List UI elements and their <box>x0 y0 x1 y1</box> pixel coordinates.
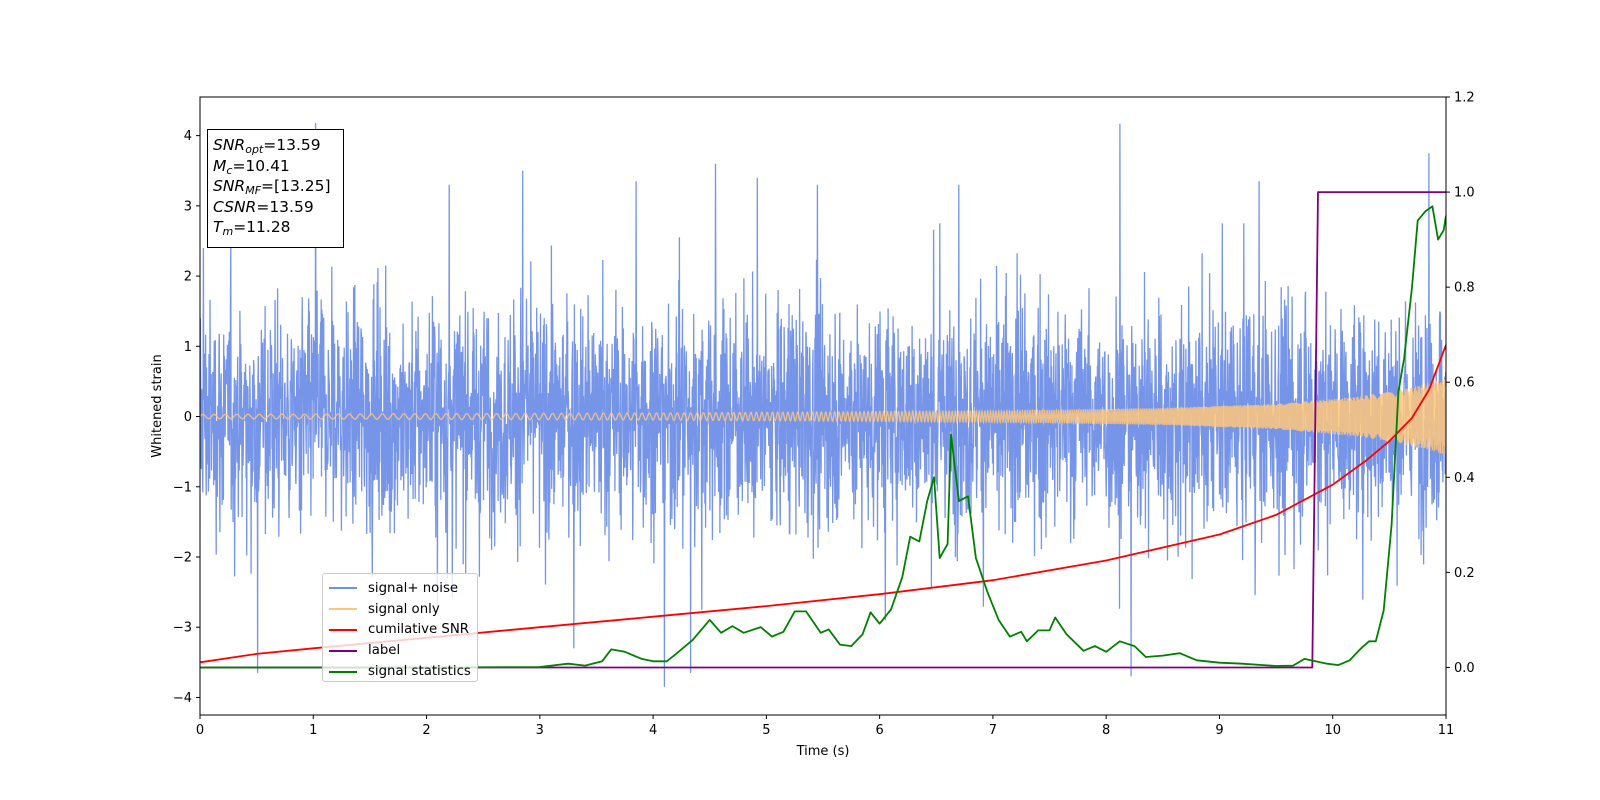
tm-base: T <box>213 218 223 236</box>
legend: signal+ noise signal only cumilative SNR… <box>322 573 478 682</box>
snr-mf-sub: MF <box>245 184 262 197</box>
tm-line: Tm=11.28 <box>213 217 343 238</box>
y-right-tick-label: 0.6 <box>1454 376 1475 391</box>
tm-sub: m <box>222 225 234 238</box>
legend-swatch <box>329 587 357 590</box>
y-left-tick-label: −2 <box>173 550 192 565</box>
x-tick-label: 8 <box>1102 723 1110 738</box>
series-signal-statistics <box>200 205 1446 669</box>
snr-mf-line: SNRMF=[13.25] <box>213 176 343 197</box>
y-axis-left-label: Whitened strain <box>150 354 165 457</box>
series-signal-only <box>200 379 1446 455</box>
y-left-tick-label: 1 <box>184 340 192 355</box>
plot-frame <box>199 96 1447 716</box>
x-tick-label: 11 <box>1438 723 1455 738</box>
mc-sub: c <box>226 163 233 177</box>
csnr-base: CSNR <box>213 197 257 216</box>
y-right-tick-label: 1.2 <box>1454 91 1475 106</box>
series-label <box>200 191 1446 669</box>
csnr-value: =13.59 <box>256 197 314 216</box>
legend-label: label <box>368 643 401 659</box>
y-right-tick-label: 0.8 <box>1454 281 1475 296</box>
snr-mf-base: SNR <box>213 177 246 195</box>
legend-item: label <box>329 640 477 661</box>
y-left-tick-label: 3 <box>184 199 192 214</box>
mc-value: =10.41 <box>232 156 290 175</box>
csnr-line: CSNR=13.59 <box>213 197 343 218</box>
legend-item: cumilative SNR <box>329 620 477 641</box>
legend-swatch <box>329 670 357 673</box>
y-left-tick-label: −1 <box>173 480 192 495</box>
x-tick-label: 0 <box>196 723 204 738</box>
tm-value: =11.28 <box>233 218 291 236</box>
x-tick-label: 2 <box>422 723 430 738</box>
x-tick-label: 7 <box>989 723 997 738</box>
x-tick-label: 1 <box>309 723 317 738</box>
x-axis-label: Time (s) <box>796 744 850 759</box>
y-right-tick-label: 0.2 <box>1454 566 1475 581</box>
snr-opt-sub: opt <box>245 143 264 156</box>
y-left-tick-label: 4 <box>184 129 192 144</box>
legend-swatch <box>329 649 357 652</box>
mc-line: Mc=10.41 <box>213 156 343 177</box>
y-axis-right: 0.0 0.2 0.4 0.6 0.8 1.0 1.2 <box>1446 91 1475 676</box>
x-axis: 0 1 2 3 4 5 6 7 8 9 10 11 <box>196 715 1454 738</box>
legend-item: signal+ noise <box>329 578 477 599</box>
legend-label: signal statistics <box>368 664 471 680</box>
legend-item: signal only <box>329 599 477 620</box>
x-tick-label: 3 <box>536 723 544 738</box>
legend-swatch <box>329 608 357 611</box>
mc-base: M <box>213 156 227 175</box>
x-tick-label: 9 <box>1215 723 1223 738</box>
legend-item: signal statistics <box>329 661 477 682</box>
snr-opt-line: SNRopt=13.59 <box>213 135 343 156</box>
legend-swatch <box>329 628 357 631</box>
legend-label: signal only <box>368 601 440 617</box>
legend-label: cumilative SNR <box>368 622 470 638</box>
x-tick-label: 5 <box>762 723 770 738</box>
x-tick-label: 6 <box>875 723 883 738</box>
legend-label: signal+ noise <box>368 580 459 596</box>
info-box: SNRopt=13.59 Mc=10.41 SNRMF=[13.25] CSNR… <box>207 129 344 248</box>
snr-mf-value: =[13.25] <box>261 177 331 195</box>
y-left-tick-label: −3 <box>173 621 192 636</box>
y-left-tick-label: 0 <box>184 410 192 425</box>
y-right-tick-label: 1.0 <box>1454 186 1475 201</box>
y-axis-left: −4 −3 −2 −1 0 1 2 3 4 <box>173 129 200 706</box>
snr-opt-base: SNR <box>213 136 246 154</box>
y-right-tick-label: 0.4 <box>1454 471 1475 486</box>
y-right-tick-label: 0.0 <box>1454 661 1475 676</box>
y-left-tick-label: 2 <box>184 270 192 285</box>
snr-opt-value: =13.59 <box>263 136 321 154</box>
x-tick-label: 10 <box>1324 723 1341 738</box>
series-signal-noise <box>200 122 1446 687</box>
x-tick-label: 4 <box>649 723 657 738</box>
y-left-tick-label: −4 <box>173 691 192 706</box>
